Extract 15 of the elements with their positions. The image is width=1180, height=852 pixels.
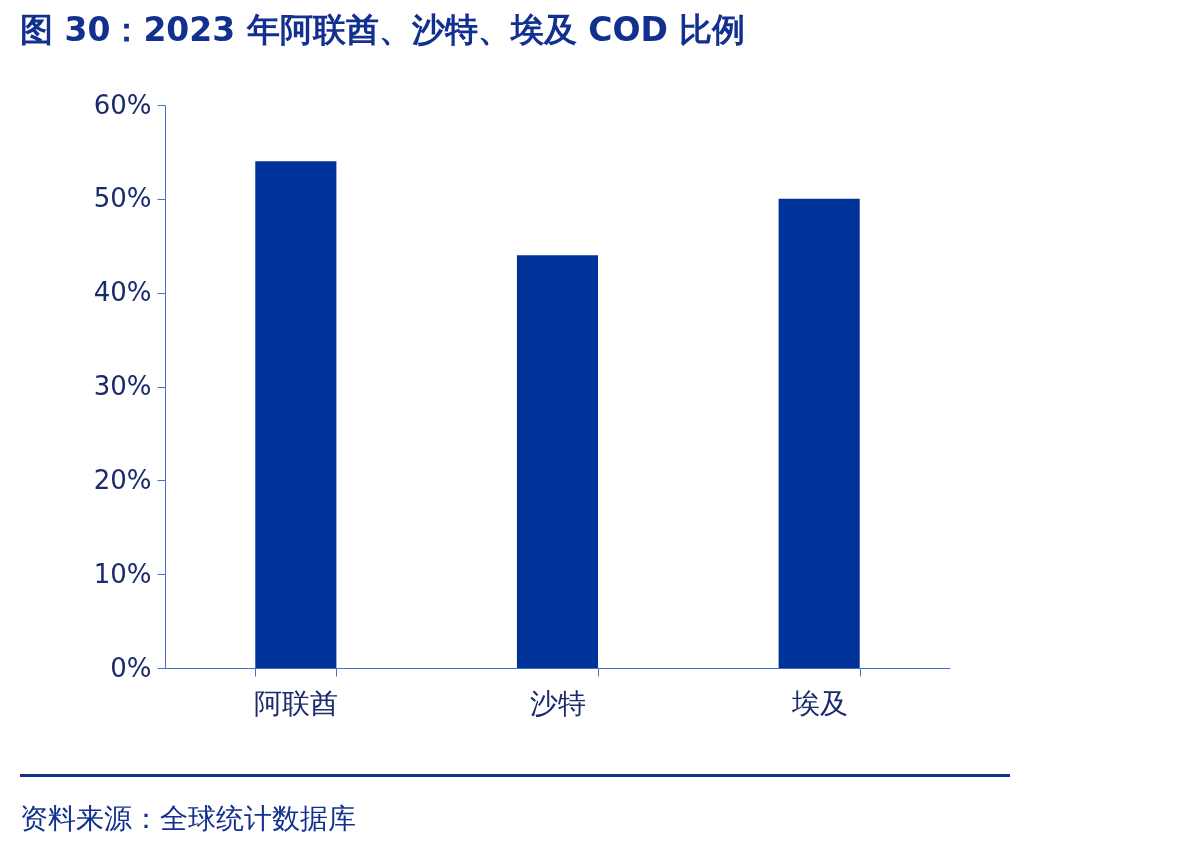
y-tick-label: 60% (93, 89, 152, 120)
bar (778, 198, 860, 668)
text: 资料来源：全球统计数据库 (20, 801, 356, 837)
y-tick-label: 20% (93, 464, 152, 495)
y-tick-label: 30% (93, 371, 152, 401)
y-tick-label: 0% (110, 652, 152, 683)
bar (516, 255, 599, 668)
y-tick-label: 50% (93, 183, 152, 214)
x-tick-label: 埃及 (790, 686, 848, 720)
chart-title: 图 30：2023 年阿联酋、沙特、埃及 COD 比例 (20, 9, 746, 51)
bar (255, 161, 337, 668)
y-tick-label: 10% (93, 558, 152, 589)
x-tick-label: 沙特 (530, 686, 586, 720)
y-tick-label: 40% (93, 277, 152, 308)
x-tick-label: 阿联酋 (254, 686, 339, 720)
